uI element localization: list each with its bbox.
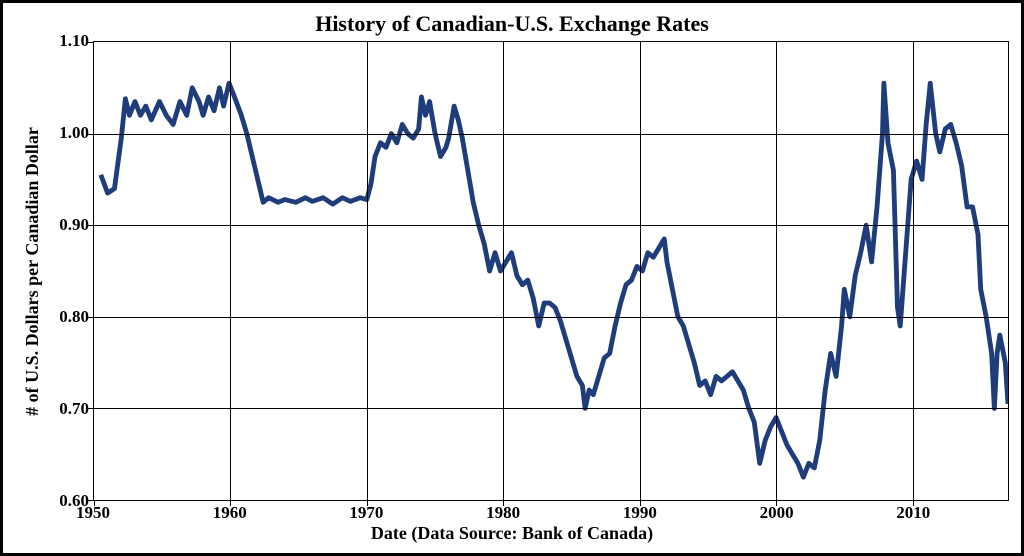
xtick-label: 2000 xyxy=(760,503,794,523)
ytick-label: 1.10 xyxy=(59,31,89,51)
y-axis-label-wrap: # of U.S. Dollars per Canadian Dollar xyxy=(15,41,49,501)
gridline-v xyxy=(913,42,914,500)
y-axis-label: # of U.S. Dollars per Canadian Dollar xyxy=(22,127,43,416)
tick-y xyxy=(88,42,94,43)
ytick-label: 0.90 xyxy=(59,215,89,235)
xtick-label: 1970 xyxy=(349,503,383,523)
tick-y xyxy=(88,134,94,135)
xtick-label: 2010 xyxy=(896,503,930,523)
gridline-v xyxy=(640,42,641,500)
plot-area xyxy=(93,41,1009,501)
chart-body: # of U.S. Dollars per Canadian Dollar 0.… xyxy=(15,41,1009,501)
x-axis-ticks: 1950196019701980199020002010 xyxy=(93,501,1009,523)
xtick-label: 1980 xyxy=(486,503,520,523)
tick-y xyxy=(88,317,94,318)
tick-y xyxy=(88,225,94,226)
xtick-label: 1960 xyxy=(213,503,247,523)
tick-y xyxy=(88,408,94,409)
x-axis-label: Date (Data Source: Bank of Canada) xyxy=(15,523,1009,544)
chart-container: History of Canadian-U.S. Exchange Rates … xyxy=(0,0,1024,556)
gridline-v xyxy=(776,42,777,500)
gridline-v xyxy=(230,42,231,500)
xtick-label: 1990 xyxy=(623,503,657,523)
ytick-label: 0.80 xyxy=(59,307,89,327)
ytick-label: 0.70 xyxy=(59,399,89,419)
gridline-v xyxy=(367,42,368,500)
exchange-rate-line xyxy=(101,83,1008,477)
gridline-v xyxy=(503,42,504,500)
chart-title: History of Canadian-U.S. Exchange Rates xyxy=(15,11,1009,37)
y-axis-ticks: 0.600.700.800.901.001.10 xyxy=(49,41,93,501)
ytick-label: 1.00 xyxy=(59,123,89,143)
xtick-label: 1950 xyxy=(76,503,110,523)
x-axis-row: 1950 1960 1970 1980 1990 2000 2010 xyxy=(15,501,1009,523)
